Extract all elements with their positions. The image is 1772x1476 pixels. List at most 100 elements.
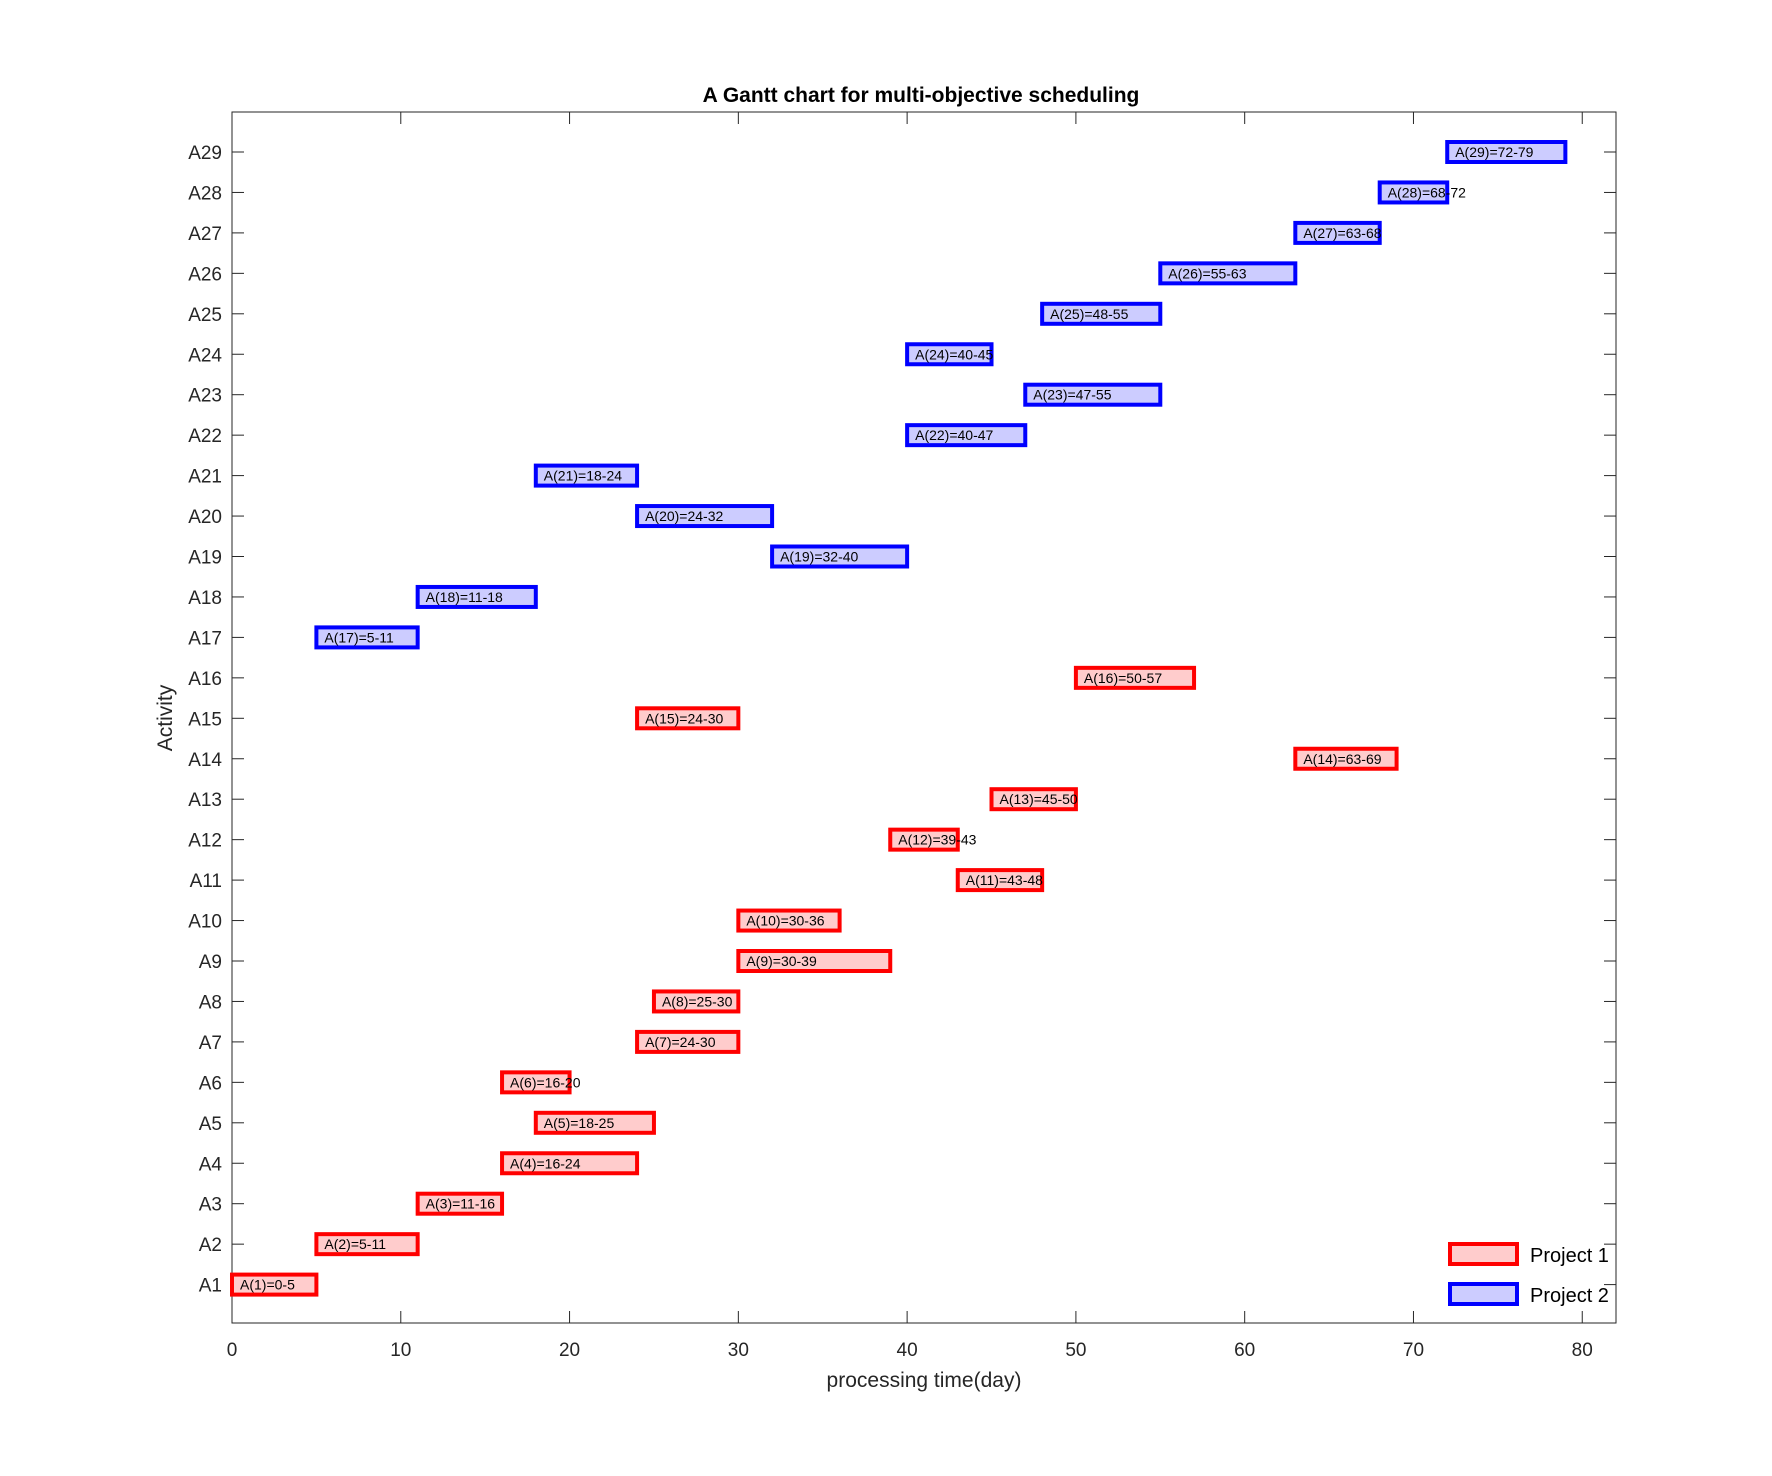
x-tick-label: 40 xyxy=(897,1340,918,1361)
activity-bar-label-a13: A(13)=45-50 xyxy=(1000,791,1078,807)
activity-bar-label-a22: A(22)=40-47 xyxy=(915,427,993,443)
activity-bar-a6 xyxy=(500,1070,572,1095)
activity-bar-a22 xyxy=(905,423,1028,448)
y-tick-label: A12 xyxy=(188,831,222,852)
activity-bar-a14 xyxy=(1293,746,1399,771)
activity-bar-a25 xyxy=(1040,301,1163,326)
plot-area xyxy=(231,111,1617,1324)
activity-bar-label-a6: A(6)=16-20 xyxy=(510,1074,581,1090)
y-tick-label: A14 xyxy=(188,750,222,771)
activity-bar-label-a29: A(29)=72-79 xyxy=(1455,144,1533,160)
activity-bar-a10 xyxy=(736,908,842,933)
x-tick-label: 0 xyxy=(227,1340,238,1361)
activity-bar-a16 xyxy=(1073,665,1197,690)
activity-bar-a7 xyxy=(635,1029,741,1054)
activity-bar-label-a17: A(17)=5-11 xyxy=(324,629,394,645)
activity-bar-a21 xyxy=(533,463,640,488)
x-tick-label: 50 xyxy=(1065,1340,1086,1361)
x-tick-label: 20 xyxy=(559,1340,580,1361)
activity-bar-a11 xyxy=(955,868,1045,893)
activity-bar-label-a20: A(20)=24-32 xyxy=(645,508,723,524)
activity-bar-label-a3: A(3)=11-16 xyxy=(426,1196,496,1212)
activity-bar-label-a26: A(26)=55-63 xyxy=(1168,265,1246,281)
activity-bar-a15 xyxy=(635,706,741,731)
y-axis-label: Activity xyxy=(154,684,177,751)
activity-bar-label-a16: A(16)=50-57 xyxy=(1084,670,1162,686)
y-tick-label: A15 xyxy=(188,709,222,730)
activity-bar-label-a15: A(15)=24-30 xyxy=(645,710,723,726)
y-tick-label: A11 xyxy=(190,871,222,892)
activity-bar-label-a23: A(23)=47-55 xyxy=(1033,387,1111,403)
activity-bar-label-a10: A(10)=30-36 xyxy=(746,913,824,929)
y-tick-label: A8 xyxy=(199,992,222,1013)
y-tick-label: A24 xyxy=(188,345,222,366)
y-tick-label: A5 xyxy=(199,1114,222,1135)
y-tick-label: A10 xyxy=(188,912,222,933)
activity-bar-label-a2: A(2)=5-11 xyxy=(324,1236,386,1252)
y-tick-label: A7 xyxy=(199,1033,222,1054)
y-tick-label: A19 xyxy=(188,548,222,569)
activity-bar-a5 xyxy=(533,1110,656,1135)
y-tick-label: A16 xyxy=(188,669,222,690)
activity-bar-label-a19: A(19)=32-40 xyxy=(780,549,858,565)
activity-bar-label-a5: A(5)=18-25 xyxy=(544,1115,615,1131)
activity-bar-a28 xyxy=(1377,180,1450,205)
activity-bar-a17 xyxy=(314,625,420,650)
activity-bar-label-a11: A(11)=43-48 xyxy=(966,872,1043,888)
axis-ticks: 0 10 20 30 40 50 60 70 80 A1 A2 A3 A4 A5 A6 A7 A8 A9 A10 A1… xyxy=(188,112,1616,1361)
x-tick-label: 70 xyxy=(1403,1340,1424,1361)
activity-bar-label-a7: A(7)=24-30 xyxy=(645,1034,716,1050)
y-tick-label: A29 xyxy=(188,143,222,164)
legend: Project 1 Project 2 xyxy=(1448,1242,1609,1307)
activity-bar-label-a14: A(14)=63-69 xyxy=(1303,751,1381,767)
activity-bar-a8 xyxy=(651,989,741,1014)
y-tick-label: A23 xyxy=(188,386,222,407)
activity-bar-a26 xyxy=(1158,261,1298,286)
activity-bar-a1 xyxy=(230,1272,319,1297)
y-tick-label: A20 xyxy=(188,507,222,528)
legend-swatch-1 xyxy=(1448,1242,1519,1266)
activity-bar-a9 xyxy=(736,949,893,973)
activity-bar-a4 xyxy=(500,1151,640,1176)
legend-label-2: Project 2 xyxy=(1530,1285,1609,1307)
activity-bar-a23 xyxy=(1023,382,1163,407)
y-tick-label: A25 xyxy=(188,305,222,326)
activity-bar-label-a1: A(1)=0-5 xyxy=(240,1277,295,1293)
y-tick-label: A6 xyxy=(199,1073,222,1094)
y-tick-label: A1 xyxy=(199,1276,222,1297)
y-tick-label: A2 xyxy=(199,1235,222,1256)
x-axis-label: processing time(day) xyxy=(827,1369,1022,1392)
chart-title: A Gantt chart for multi-objective schedu… xyxy=(703,84,1140,107)
y-tick-label: A21 xyxy=(188,467,222,488)
legend-swatch-2 xyxy=(1448,1282,1519,1306)
activity-bar-a3 xyxy=(415,1191,505,1216)
activity-bar-a27 xyxy=(1293,220,1382,245)
x-tick-label: 10 xyxy=(390,1340,411,1361)
y-tick-label: A13 xyxy=(188,790,222,811)
activity-bar-label-a9: A(9)=30-39 xyxy=(746,953,817,969)
y-tick-label: A28 xyxy=(188,183,222,204)
activity-bar-label-a25: A(25)=48-55 xyxy=(1050,306,1128,322)
activity-bar-a19 xyxy=(770,544,910,569)
y-tick-label: A4 xyxy=(199,1154,223,1175)
y-tick-label: A9 xyxy=(199,952,222,973)
x-tick-label: 80 xyxy=(1572,1340,1593,1361)
y-tick-label: A26 xyxy=(188,264,222,285)
x-tick-label: 30 xyxy=(728,1340,749,1361)
activity-bars: A(1)=0-5 A(2)=5-11 A(3)=11-16 A(4)=16-24 A(5… xyxy=(230,140,1568,1297)
y-tick-label: A17 xyxy=(188,628,222,649)
y-tick-label: A18 xyxy=(188,588,222,609)
activity-bar-label-a8: A(8)=25-30 xyxy=(662,993,733,1009)
activity-bar-label-a18: A(18)=11-18 xyxy=(426,589,503,605)
legend-label-1: Project 1 xyxy=(1530,1245,1609,1267)
activity-bar-a24 xyxy=(905,342,994,367)
activity-bar-label-a4: A(4)=16-24 xyxy=(510,1155,581,1171)
y-tick-label: A3 xyxy=(199,1195,222,1216)
activity-bar-a29 xyxy=(1445,140,1568,164)
activity-bar-a2 xyxy=(314,1232,420,1257)
activity-bar-a12 xyxy=(888,827,960,852)
y-tick-label: A22 xyxy=(188,426,222,447)
activity-bar-a18 xyxy=(415,584,538,609)
activity-bar-a13 xyxy=(989,787,1078,812)
